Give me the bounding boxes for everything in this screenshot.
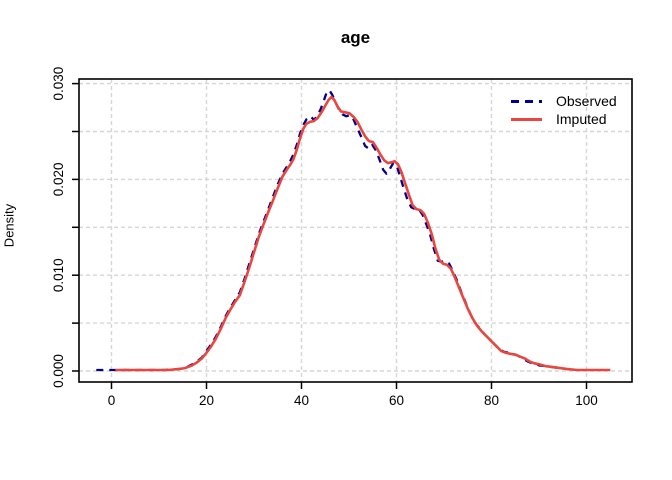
svg-text:40: 40 bbox=[294, 393, 309, 408]
legend-item-observed: Observed bbox=[511, 92, 617, 110]
svg-text:100: 100 bbox=[575, 393, 598, 408]
svg-text:80: 80 bbox=[484, 393, 499, 408]
legend-label-observed: Observed bbox=[556, 93, 617, 109]
svg-text:20: 20 bbox=[199, 393, 214, 408]
svg-text:0.010: 0.010 bbox=[51, 258, 66, 292]
svg-text:0.000: 0.000 bbox=[51, 354, 66, 388]
legend-item-imputed: Imputed bbox=[511, 110, 617, 128]
solid-line-icon bbox=[511, 117, 542, 121]
svg-text:0.020: 0.020 bbox=[51, 163, 66, 197]
svg-text:0.030: 0.030 bbox=[51, 67, 66, 101]
svg-text:0: 0 bbox=[108, 393, 116, 408]
dashed-line-icon bbox=[511, 99, 542, 103]
legend: Observed Imputed bbox=[511, 92, 617, 128]
chart-title: age bbox=[340, 28, 371, 47]
svg-text:60: 60 bbox=[389, 393, 404, 408]
legend-label-imputed: Imputed bbox=[556, 111, 607, 127]
